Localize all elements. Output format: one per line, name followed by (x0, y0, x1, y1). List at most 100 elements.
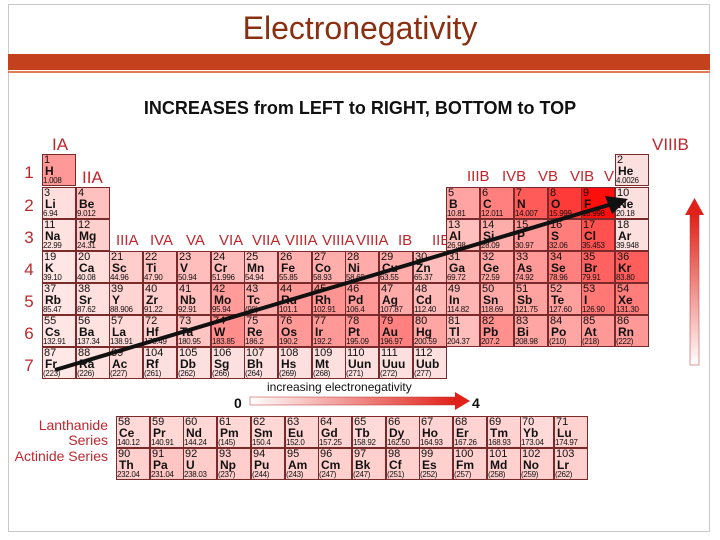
element-cell-sc: 21 Sc 44.96 (109, 251, 143, 283)
atomic-mass: (262) (178, 369, 196, 378)
atomic-number: 69 (489, 416, 502, 428)
element-cell-cd: 48 Cd 112.40 (413, 283, 447, 315)
atomic-number: 97 (354, 448, 367, 460)
atomic-mass: (222) (616, 337, 634, 346)
atomic-mass: 180.95 (178, 337, 201, 346)
atomic-number: 95 (287, 448, 300, 460)
element-cell-se: 34 Se 78.96 (548, 251, 582, 283)
atomic-mass: 50.94 (178, 273, 197, 282)
atomic-number: 37 (44, 283, 57, 295)
atomic-mass: 132.91 (43, 337, 66, 346)
element-cell-np: 93 Np (237) (217, 448, 251, 480)
element-symbol: H (45, 164, 54, 178)
atomic-mass: 137.34 (77, 337, 100, 346)
element-symbol: Pa (153, 458, 168, 472)
element-cell-te: 52 Te 127.60 (548, 283, 582, 315)
scale-caption: increasing electronegativity (267, 380, 412, 394)
element-cell-at: 85 At (218) (581, 315, 615, 347)
element-cell-b: 5 B 10.81 (446, 187, 480, 219)
atomic-mass: (251) (387, 470, 405, 479)
atomic-mass: 58.93 (313, 273, 332, 282)
element-symbol: Pu (254, 458, 270, 472)
atomic-mass: 126.90 (582, 305, 605, 314)
atomic-mass: 140.91 (151, 438, 174, 447)
element-cell-zn: 30 Zn 65.37 (413, 251, 447, 283)
slide-frame (8, 4, 710, 532)
atomic-mass: (237) (218, 470, 236, 479)
element-symbol: Kr (618, 261, 632, 275)
element-cell-kr: 36 Kr 83.80 (615, 251, 649, 283)
element-cell-ho: 67 Ho 164.93 (419, 416, 453, 448)
slide-subtitle: INCREASES from LEFT to RIGHT, BOTTOM to … (143, 98, 577, 118)
element-cell-ce: 58 Ce 140.12 (116, 416, 150, 448)
atomic-number: 99 (421, 448, 434, 460)
element-symbol: Sm (254, 426, 273, 440)
element-symbol: Er (456, 426, 469, 440)
period-label-5: 5 (24, 292, 34, 311)
atomic-number: 54 (617, 283, 630, 295)
element-cell-mn: 25 Mn 54.94 (244, 251, 278, 283)
atomic-mass: 200.59 (414, 337, 437, 346)
element-symbol: Fm (456, 458, 474, 472)
element-cell-la: 57 La 138.91 (109, 315, 143, 347)
element-cell-w: 74 W 183.85 (211, 315, 245, 347)
atomic-mass: 10.81 (447, 209, 466, 218)
atomic-mass: (223) (43, 369, 61, 378)
element-cell-k: 19 K 39.10 (42, 251, 76, 283)
element-cell-cs: 55 Cs 132.91 (42, 315, 76, 347)
atomic-number: 4 (78, 187, 85, 199)
element-cell-er: 68 Er 167.26 (453, 416, 487, 448)
atomic-number: 61 (219, 416, 232, 428)
element-cell-ge: 32 Ge 72.59 (480, 251, 514, 283)
atomic-mass: 51.996 (212, 273, 235, 282)
element-cell-rh: 45 Rh 102.91 (312, 283, 346, 315)
element-cell-os: 76 Os 190.2 (278, 315, 312, 347)
period-label-2: 2 (24, 196, 34, 215)
atomic-mass: 101.1 (279, 305, 298, 314)
atomic-mass: 162.50 (387, 438, 410, 447)
atomic-mass: (257) (454, 470, 472, 479)
element-symbol: Pm (220, 426, 239, 440)
atomic-number: 18 (617, 219, 630, 231)
element-cell-tc: 43 Tc (98) (244, 283, 278, 315)
atomic-mass: 183.85 (212, 337, 235, 346)
group-label-vb: VB (538, 168, 559, 185)
element-cell-po: 84 Po (210) (548, 315, 582, 347)
atomic-mass: 6.94 (43, 209, 58, 218)
atomic-number: 63 (287, 416, 300, 428)
element-symbol: He (618, 164, 634, 178)
atomic-mass: (268) (313, 369, 331, 378)
element-cell-mt: 109 Mt (268) (312, 347, 346, 379)
atomic-mass: 207.2 (481, 337, 500, 346)
element-cell-n: 7 N 14.007 (514, 187, 548, 219)
atomic-mass: 121.75 (515, 305, 538, 314)
element-cell-re: 75 Re 186.2 (244, 315, 278, 347)
atomic-mass: 167.26 (454, 438, 477, 447)
actinide-series-label: Actinide Series (14, 448, 108, 464)
element-cell-pm: 61 Pm (145) (217, 416, 251, 448)
element-cell-nb: 41 Nb 92.91 (177, 283, 211, 315)
atomic-mass: 231.04 (151, 470, 174, 479)
atomic-mass: 14.007 (515, 209, 538, 218)
element-cell-bh: 107 Bh (264) (244, 347, 278, 379)
element-cell-tm: 69 Tm 168.93 (487, 416, 521, 448)
atomic-number: 90 (118, 448, 131, 460)
atomic-mass: 95.94 (212, 305, 231, 314)
element-cell-sg: 106 Sg (266) (211, 347, 245, 379)
element-cell-uuu: 111 Uuu (272) (379, 347, 413, 379)
element-cell-tl: 81 Tl 204.37 (446, 315, 480, 347)
group-label-ia: IA (52, 135, 69, 154)
element-symbol: Li (45, 197, 56, 211)
element-symbol: Ce (119, 426, 135, 440)
element-cell-hf: 72 Hf 178.49 (143, 315, 177, 347)
atomic-mass: 22.99 (43, 241, 62, 250)
atomic-number: 62 (253, 416, 266, 428)
atomic-mass: (247) (319, 470, 337, 479)
element-cell-uun: 110 Uun (271) (345, 347, 379, 379)
element-cell-ba: 56 Ba 137.34 (76, 315, 110, 347)
element-cell-pa: 91 Pa 231.04 (150, 448, 184, 480)
element-cell-mg: 12 Mg 24.31 (76, 219, 110, 251)
element-cell-yb: 70 Yb 173.04 (520, 416, 554, 448)
atomic-mass: 196.97 (380, 337, 403, 346)
element-symbol: Es (422, 458, 437, 472)
